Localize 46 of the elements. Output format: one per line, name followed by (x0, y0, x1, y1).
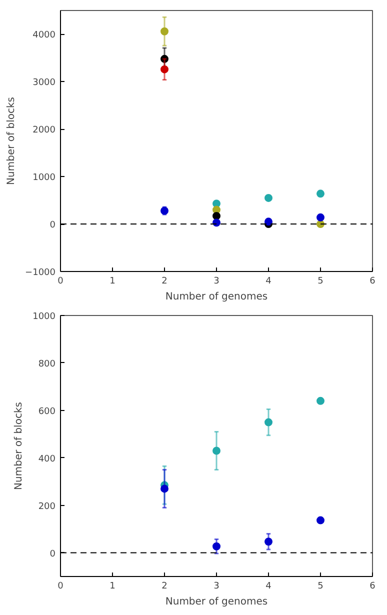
point (160, 27, 168, 36)
point (212, 212, 220, 220)
y-tick-label: −1000 (25, 268, 56, 278)
point (264, 538, 272, 546)
point (212, 218, 220, 227)
y-tick-label: 400 (38, 454, 56, 464)
y-axis-title: Number of blocks (14, 402, 25, 490)
point (316, 213, 324, 222)
x-tick-label: 1 (110, 582, 116, 592)
y-tick-label: 200 (38, 502, 56, 512)
x-tick-label: 4 (266, 582, 272, 592)
point (316, 516, 324, 524)
x-tick-label: 1 (110, 276, 116, 286)
point (160, 54, 168, 63)
y-axis-title: Number of blocks (6, 97, 18, 185)
y-tick-label: 0 (50, 549, 56, 560)
point (212, 446, 220, 455)
x-axis-title: Number of genomes (165, 292, 268, 302)
x-tick-label: 3 (214, 276, 220, 286)
x-tick-label: 2 (162, 276, 168, 286)
x-tick-label: 2 (162, 582, 168, 592)
y-tick-label: 600 (38, 406, 56, 417)
x-tick-label: 3 (214, 582, 220, 592)
x-tick-label: 4 (266, 276, 272, 286)
point (160, 484, 168, 493)
point (316, 190, 324, 198)
x-tick-label: 5 (318, 582, 324, 592)
x-tick-label: 6 (370, 582, 376, 592)
y-tick-label: 3000 (32, 78, 56, 88)
x-tick-label: 0 (58, 582, 64, 592)
point (316, 396, 324, 405)
point (264, 218, 272, 226)
y-tick-label: 1000 (32, 173, 56, 184)
point (212, 542, 220, 550)
y-tick-label: 2000 (32, 126, 56, 136)
point (160, 65, 168, 74)
x-tick-label: 5 (318, 276, 324, 286)
x-tick-label: 6 (370, 276, 376, 286)
y-tick-label: 4000 (32, 30, 56, 41)
y-tick-label: 1000 (32, 312, 56, 322)
x-tick-label: 0 (58, 276, 64, 286)
y-tick-label: 800 (38, 359, 56, 370)
y-tick-label: 0 (50, 220, 56, 231)
x-axis-title: Number of genomes (165, 596, 268, 608)
point (264, 418, 272, 426)
point (264, 194, 272, 202)
